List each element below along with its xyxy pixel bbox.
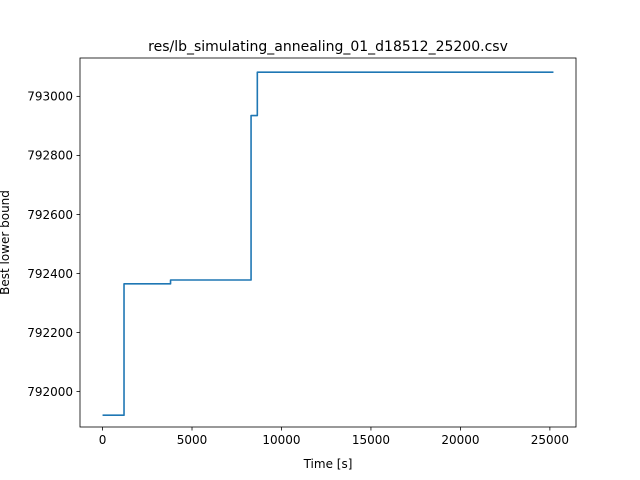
- y-axis: 792000 792200 792400 792600 792800 793000: [27, 90, 80, 399]
- x-tick-label: 25000: [531, 433, 569, 447]
- chart-title: res/lb_simulating_annealing_01_d18512_25…: [148, 39, 508, 55]
- x-tick-label: 15000: [352, 433, 390, 447]
- x-tick-label: 5000: [177, 433, 208, 447]
- plot-area: [102, 71, 554, 416]
- y-tick-label: 792000: [27, 385, 73, 399]
- x-tick-label: 20000: [441, 433, 479, 447]
- axes-frame: [79, 57, 577, 428]
- y-axis-label: Best lower bound: [0, 190, 12, 295]
- y-tick-label: 793000: [27, 90, 73, 104]
- y-tick-label: 792200: [27, 326, 73, 340]
- y-tick-label: 792800: [27, 149, 73, 163]
- series-line-0: [102, 71, 554, 416]
- x-tick-label: 10000: [262, 433, 300, 447]
- y-tick-label: 792400: [27, 267, 73, 281]
- x-axis-label: Time [s]: [303, 457, 353, 471]
- y-tick-label: 792600: [27, 208, 73, 222]
- x-tick-label: 0: [99, 433, 107, 447]
- x-axis: 0 5000 10000 15000 20000 25000: [99, 427, 569, 447]
